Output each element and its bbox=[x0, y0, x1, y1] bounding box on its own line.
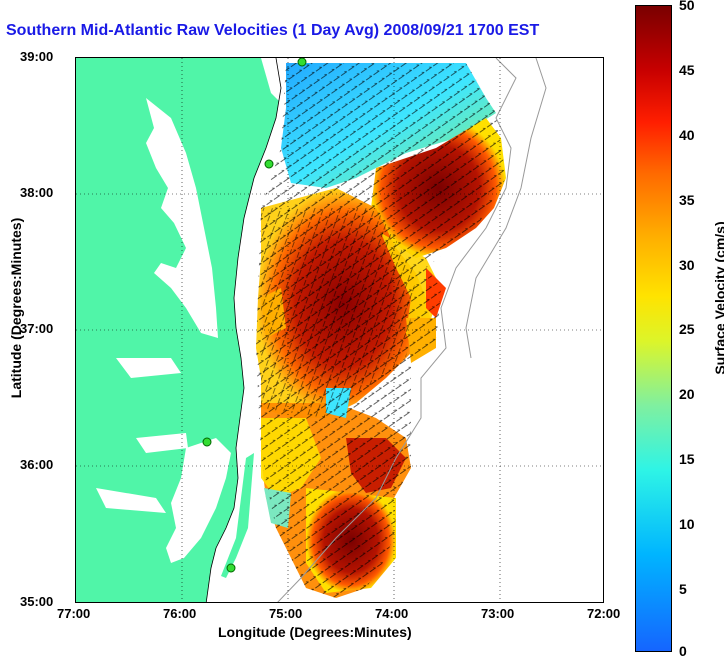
colorbar-tick: 25 bbox=[679, 321, 695, 337]
delaware-bay bbox=[261, 58, 291, 103]
map-title: Southern Mid-Atlantic Raw Velocities (1 … bbox=[6, 22, 540, 39]
station-marker bbox=[202, 437, 212, 447]
colorbar-title: Surface Velocity (cm/s) bbox=[712, 221, 724, 375]
colorbar bbox=[635, 5, 672, 652]
x-tick-label: 76:00 bbox=[163, 606, 197, 621]
colorbar-tick: 10 bbox=[679, 516, 695, 532]
x-tick-label: 73:00 bbox=[481, 606, 515, 621]
land-mass bbox=[76, 58, 281, 602]
x-tick-label: 75:00 bbox=[269, 606, 303, 621]
y-axis-title: Latitude (Degrees:Minutes) bbox=[8, 217, 24, 399]
map-plot-area bbox=[75, 57, 604, 603]
colorbar-tick: 0 bbox=[679, 643, 687, 659]
y-tick-label: 37:00 bbox=[20, 321, 54, 336]
x-tick-label: 74:00 bbox=[375, 606, 409, 621]
colorbar-tick: 40 bbox=[679, 127, 695, 143]
y-tick-label: 36:00 bbox=[20, 457, 54, 472]
station-marker bbox=[264, 159, 274, 169]
station-marker bbox=[297, 58, 307, 67]
x-tick-label: 77:00 bbox=[57, 606, 91, 621]
colorbar-tick: 15 bbox=[679, 451, 695, 467]
x-tick-label: 72:00 bbox=[587, 606, 621, 621]
albemarle-sound bbox=[136, 433, 188, 453]
map-grid bbox=[76, 58, 603, 602]
station-marker bbox=[226, 563, 236, 573]
y-tick-label: 39:00 bbox=[20, 49, 54, 64]
pamlico-sound bbox=[166, 438, 231, 563]
y-tick-label: 35:00 bbox=[20, 594, 54, 609]
colorbar-tick: 20 bbox=[679, 386, 695, 402]
colorbar-tick: 50 bbox=[679, 0, 695, 13]
colorbar-tick: 35 bbox=[679, 192, 695, 208]
y-tick-label: 38:00 bbox=[20, 185, 54, 200]
x-axis-title: Longitude (Degrees:Minutes) bbox=[218, 624, 412, 640]
colorbar-tick: 30 bbox=[679, 257, 695, 273]
map-canvas bbox=[76, 58, 603, 602]
colorbar-tick: 45 bbox=[679, 62, 695, 78]
colorbar-tick: 5 bbox=[679, 581, 687, 597]
